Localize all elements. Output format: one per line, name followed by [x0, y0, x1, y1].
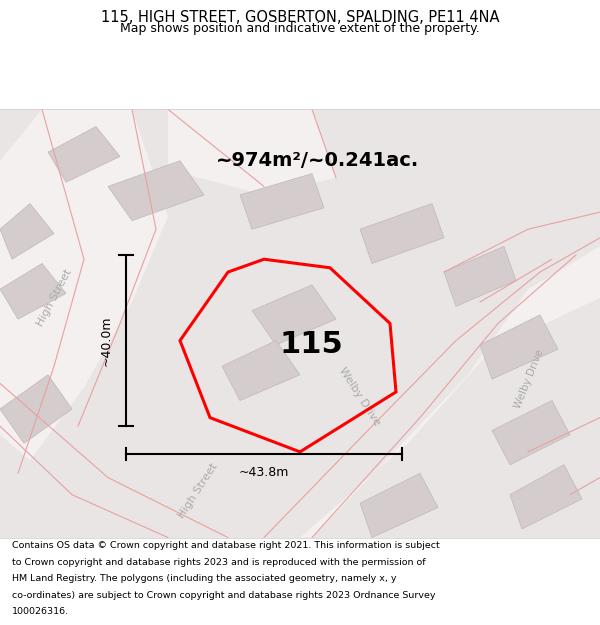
- Text: Welby Drive: Welby Drive: [337, 365, 383, 427]
- Polygon shape: [168, 109, 336, 195]
- Text: Map shows position and indicative extent of the property.: Map shows position and indicative extent…: [120, 22, 480, 35]
- Text: HM Land Registry. The polygons (including the associated geometry, namely x, y: HM Land Registry. The polygons (includin…: [12, 574, 397, 583]
- Polygon shape: [492, 401, 570, 465]
- Polygon shape: [360, 473, 438, 538]
- Text: 115: 115: [280, 331, 343, 359]
- Text: co-ordinates) are subject to Crown copyright and database rights 2023 Ordnance S: co-ordinates) are subject to Crown copyr…: [12, 591, 436, 600]
- Polygon shape: [0, 264, 66, 319]
- Text: ~43.8m: ~43.8m: [239, 466, 289, 479]
- Polygon shape: [108, 161, 204, 221]
- Polygon shape: [0, 109, 168, 461]
- Polygon shape: [510, 465, 582, 529]
- Text: Welby Drive: Welby Drive: [513, 348, 546, 410]
- Polygon shape: [228, 246, 600, 538]
- Text: ~40.0m: ~40.0m: [100, 315, 113, 366]
- Polygon shape: [252, 285, 336, 345]
- Text: 100026316.: 100026316.: [12, 608, 69, 616]
- Polygon shape: [360, 204, 444, 264]
- Polygon shape: [240, 174, 324, 229]
- Text: Contains OS data © Crown copyright and database right 2021. This information is : Contains OS data © Crown copyright and d…: [12, 541, 440, 550]
- Polygon shape: [480, 315, 558, 379]
- Text: ~974m²/~0.241ac.: ~974m²/~0.241ac.: [216, 151, 419, 170]
- Polygon shape: [222, 341, 300, 401]
- Text: High Street: High Street: [35, 268, 73, 328]
- Text: to Crown copyright and database rights 2023 and is reproduced with the permissio: to Crown copyright and database rights 2…: [12, 558, 425, 567]
- Polygon shape: [0, 375, 72, 443]
- Polygon shape: [0, 204, 54, 259]
- Polygon shape: [444, 246, 516, 306]
- Text: High Street: High Street: [176, 461, 220, 519]
- Text: 115, HIGH STREET, GOSBERTON, SPALDING, PE11 4NA: 115, HIGH STREET, GOSBERTON, SPALDING, P…: [101, 10, 499, 25]
- Polygon shape: [48, 126, 120, 182]
